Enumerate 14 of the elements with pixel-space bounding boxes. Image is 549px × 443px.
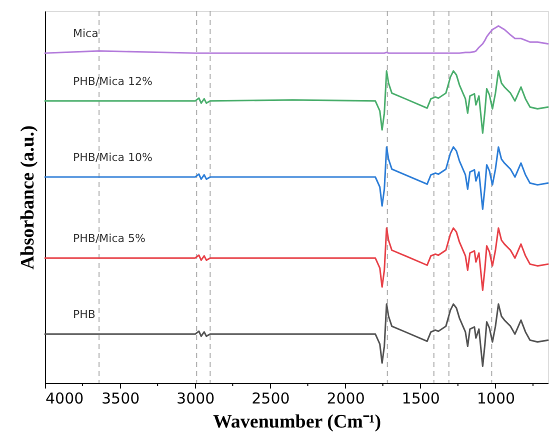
series-label: Mica <box>73 27 98 40</box>
series-label: PHB <box>73 308 96 322</box>
x-tick-label: 1000 <box>476 390 516 408</box>
x-axis-title: Wavenumber (Cm⁻¹) <box>212 412 382 432</box>
series-label: PHB/Mica 12% <box>73 74 152 88</box>
series-label: PHB/Mica 10% <box>73 151 152 164</box>
x-tick-label: 3500 <box>101 390 140 408</box>
x-tick-label: 2500 <box>252 390 290 408</box>
x-tick-label: 4000 <box>46 390 84 408</box>
x-tick-label: 3000 <box>176 390 215 408</box>
series-label: PHB/Mica 5% <box>73 232 146 246</box>
x-tick-label: 2000 <box>326 390 365 408</box>
y-axis-title: Absorbance (a.u.) <box>18 125 38 270</box>
x-tick-label: 1500 <box>402 390 440 408</box>
